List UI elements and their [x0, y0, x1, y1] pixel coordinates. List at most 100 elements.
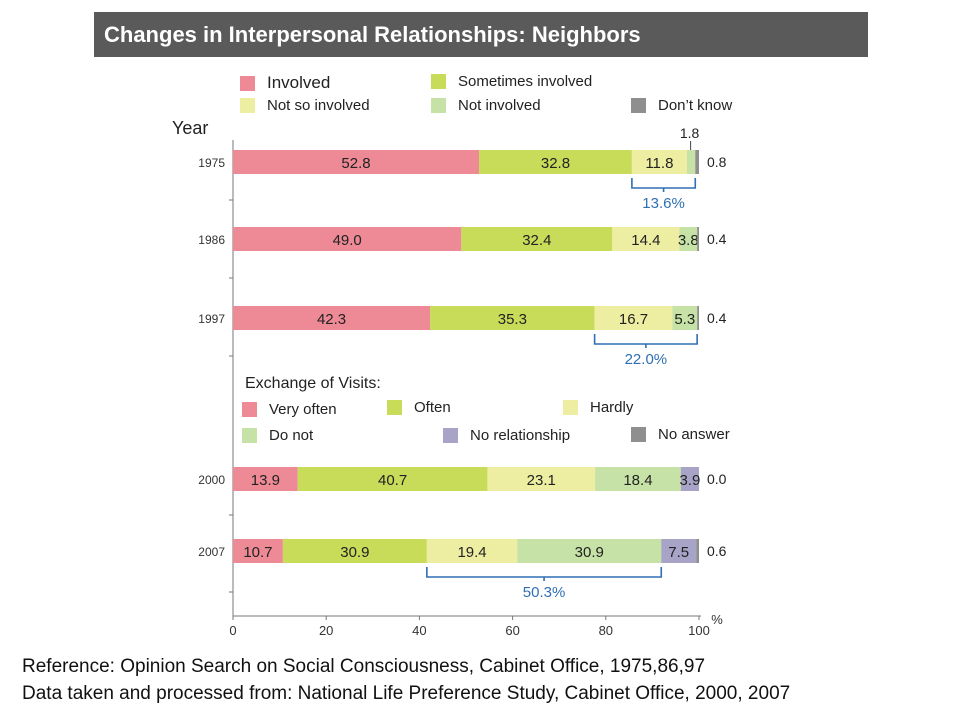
legend-swatch-no-relationship — [443, 428, 458, 443]
bar-value-label: 35.3 — [498, 311, 527, 328]
legend-item-no-relationship: No relationship — [443, 427, 570, 444]
bar-segment-involved — [233, 150, 480, 174]
bar-value-label: 23.1 — [527, 472, 556, 489]
bar-value-label: 19.4 — [457, 544, 486, 561]
bar-value-label: 5.3 — [674, 311, 695, 328]
bar-value-label: 3.8 — [678, 232, 699, 249]
bar-segment-don-t-know — [695, 150, 699, 174]
bar-segment-no-relationship — [680, 467, 699, 491]
reference-line-2: Data taken and processed from: National … — [22, 683, 791, 704]
bar-value-label: 11.8 — [645, 155, 673, 172]
bar-value-label: 40.7 — [378, 472, 407, 489]
y-tick-label: 1975 — [198, 156, 225, 170]
legend-item-often: Often — [387, 399, 451, 416]
legend-swatch-involved — [240, 75, 255, 91]
legend-label-not-involved: Not involved — [458, 97, 541, 114]
x-tick-label: 40 — [412, 623, 426, 638]
legend-swatch-very-often — [242, 402, 257, 417]
legend-item-involved: Involved — [240, 73, 330, 93]
bar-outside-label: 0.6 — [707, 543, 727, 559]
bar-segment-not-involved — [686, 150, 696, 174]
legend-label-dont-know: Don’t know — [658, 97, 733, 114]
bar-segment-not-involved — [679, 227, 698, 251]
bracket-label: 13.6% — [642, 195, 685, 212]
bar-segment-no-answer — [696, 539, 699, 563]
x-tick-label: 100 — [688, 623, 710, 638]
bar-segment-don-t-know — [697, 306, 699, 330]
bar-segment-very-often — [233, 539, 283, 563]
bar-value-label: 32.4 — [522, 232, 551, 249]
bar-segment-do-not — [517, 539, 662, 563]
bar-value-label: 14.4 — [631, 232, 660, 249]
bar-segment-not-so-involved — [631, 150, 687, 174]
legend-swatch-no-answer — [631, 427, 646, 442]
bracket-label: 50.3% — [523, 584, 566, 601]
bar-value-label: 32.8 — [541, 155, 570, 172]
bar-outside-label: 0.4 — [707, 310, 727, 326]
bar-segment-very-often — [233, 467, 298, 491]
bar-value-label: 10.7 — [243, 544, 272, 561]
bar-segment-not-so-involved — [612, 227, 680, 251]
bar-segment-not-involved — [672, 306, 698, 330]
legend-item-do-not: Do not — [242, 427, 313, 444]
bar-segment-do-not — [595, 467, 681, 491]
legend-item-not-involved: Not involved — [431, 97, 541, 114]
legend-item-very-often: Very often — [242, 401, 337, 418]
legend-item-not-so-involved: Not so involved — [240, 97, 370, 114]
legend-label-no-answer: No answer — [658, 426, 730, 443]
bar-value-label: 18.4 — [623, 472, 652, 489]
bar-value-label: 42.3 — [317, 311, 346, 328]
reference-line-1: Reference: Opinion Search on Social Cons… — [22, 656, 706, 677]
bar-value-label: 13.9 — [251, 472, 280, 489]
x-unit-label: % — [711, 612, 723, 627]
bar-value-label: 30.9 — [340, 544, 369, 561]
y-tick-label: 2007 — [198, 545, 225, 559]
bar-segment-don-t-know — [697, 227, 699, 251]
bracket-label: 22.0% — [625, 351, 668, 368]
legend-label-often: Often — [414, 399, 451, 416]
y-axis-title: Year — [172, 118, 209, 138]
legend-item-no-answer: No answer — [631, 426, 730, 443]
bar-value-label: 3.9 — [679, 472, 700, 489]
legend-label-no-relationship: No relationship — [470, 427, 571, 444]
bar-value-label: 30.9 — [575, 544, 604, 561]
bar-segment-hardly — [426, 539, 518, 563]
bar-segment-often — [282, 539, 427, 563]
bar-segment-sometimes-involved — [461, 227, 613, 251]
chart-title: Changes in Interpersonal Relationships: … — [94, 12, 868, 57]
bar-value-label: 52.8 — [341, 155, 370, 172]
legend-item-dont-know: Don’t know — [631, 97, 732, 114]
bar-segment-sometimes-involved — [430, 306, 595, 330]
bar-outside-label: 0.0 — [707, 471, 727, 487]
bar-segment-often — [297, 467, 488, 491]
legend-label-involved: Involved — [267, 73, 331, 92]
legend-swatch-often — [387, 400, 402, 415]
legend-label-not-so-involved: Not so involved — [267, 97, 370, 114]
legend-swatch-sometimes-involved — [431, 74, 446, 89]
x-tick-label: 20 — [319, 623, 333, 638]
legend-label-very-often: Very often — [269, 401, 337, 418]
x-tick-label: 0 — [229, 623, 236, 638]
bracket-line — [426, 567, 663, 578]
y-tick-label: 1986 — [198, 233, 225, 247]
bar-value-label: 16.7 — [619, 311, 648, 328]
legend-label-hardly: Hardly — [590, 399, 634, 416]
x-tick-label: 80 — [599, 623, 613, 638]
bracket-line — [631, 178, 697, 189]
y-tick-label: 2000 — [198, 473, 225, 487]
legend-swatch-do-not — [242, 428, 257, 443]
legend-label-do-not: Do not — [269, 427, 314, 444]
callout-label: 1.8 — [680, 125, 700, 141]
legend-item-sometimes-involved: Sometimes involved — [431, 73, 592, 90]
bar-segment-involved — [233, 227, 462, 251]
legend-swatch-not-so-involved — [240, 98, 255, 113]
bar-segment-involved — [233, 306, 431, 330]
bar-segment-hardly — [487, 467, 596, 491]
bar-outside-label: 0.8 — [707, 154, 727, 170]
legend-item-hardly: Hardly — [563, 399, 633, 416]
visits-legend-title: Exchange of Visits: — [245, 375, 381, 392]
bar-segment-sometimes-involved — [479, 150, 632, 174]
bar-value-label: 49.0 — [333, 232, 362, 249]
legend-swatch-hardly — [563, 400, 578, 415]
